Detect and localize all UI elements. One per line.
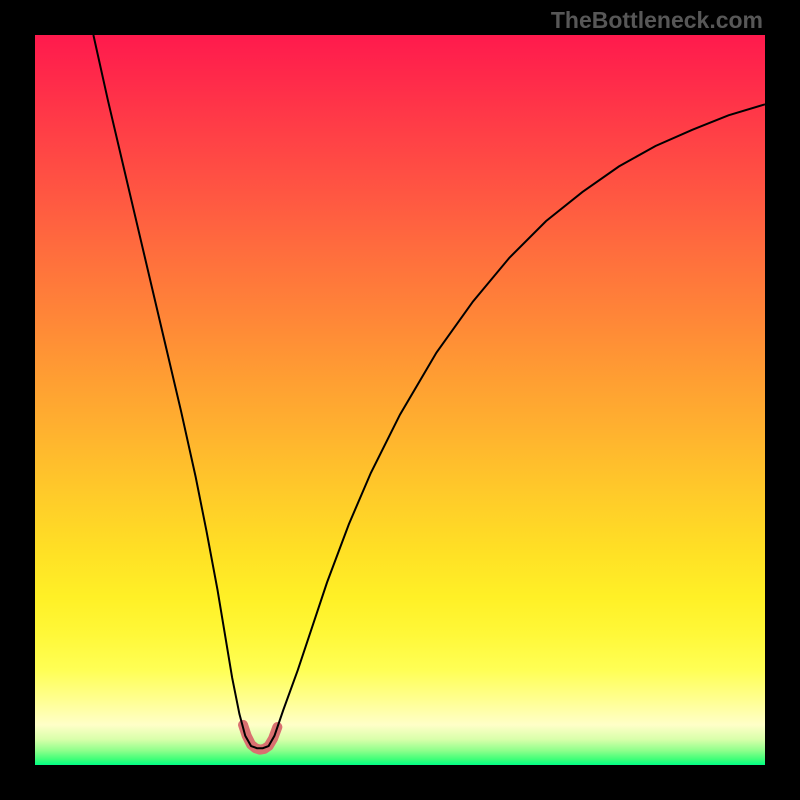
- curve-layer: [35, 35, 765, 765]
- plot-area: [35, 35, 765, 765]
- bottleneck-curve: [93, 35, 765, 748]
- bottleneck-chart: TheBottleneck.com: [0, 0, 800, 800]
- watermark-text: TheBottleneck.com: [551, 7, 763, 34]
- highlight-marker-segment: [243, 725, 277, 750]
